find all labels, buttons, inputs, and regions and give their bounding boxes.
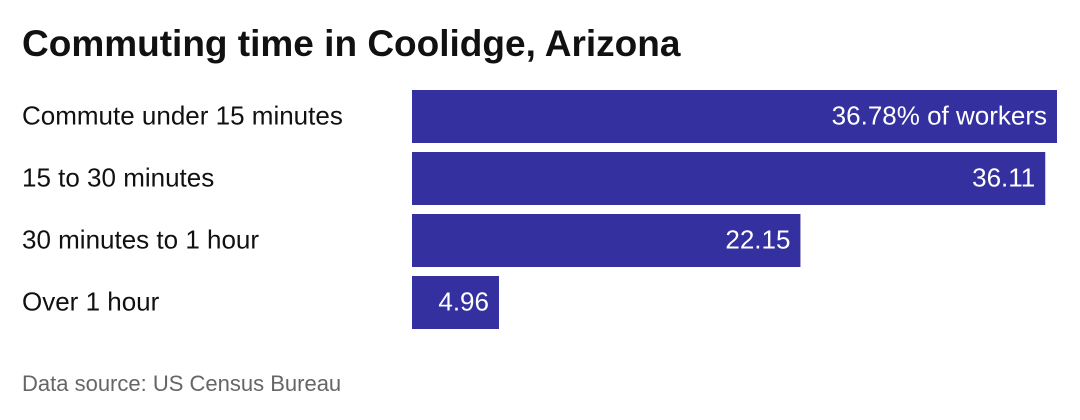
source-note: Data source: US Census Bureau: [22, 371, 341, 396]
value-label: 36.11: [972, 162, 1035, 192]
bar: [412, 276, 499, 329]
category-label: 30 minutes to 1 hour: [22, 224, 259, 254]
value-label: 22.15: [725, 224, 790, 254]
value-label: 4.96: [438, 286, 489, 316]
bar: [412, 214, 801, 267]
chart-title: Commuting time in Coolidge, Arizona: [22, 23, 681, 64]
category-label: 15 to 30 minutes: [22, 162, 214, 192]
category-label: Commute under 15 minutes: [22, 100, 343, 130]
bar: [412, 152, 1046, 205]
value-label: 36.78% of workers: [832, 100, 1047, 130]
category-label: Over 1 hour: [22, 286, 160, 316]
bar: [412, 90, 1057, 143]
